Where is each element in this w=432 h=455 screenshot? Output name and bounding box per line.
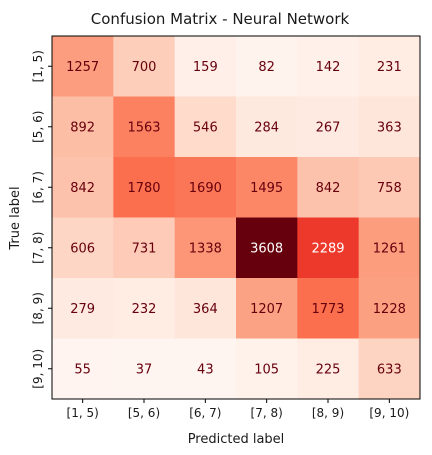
heatmap-cell-value: 758 [377,181,402,196]
heatmap-cell-value: 232 [132,302,157,317]
heatmap-cell-value: 633 [377,362,402,377]
heatmap-cell-value: 546 [193,120,218,135]
x-axis-label: Predicted label [188,432,285,447]
heatmap-cell [236,157,298,218]
heatmap-cell-value: 142 [316,60,341,75]
heatmap-cell [113,278,176,339]
heatmap-cell [52,36,114,97]
y-axis-label: True label [8,186,23,250]
heatmap-cell [52,217,114,279]
heatmap-cell-value: 55 [74,362,91,377]
heatmap-cell [174,36,237,97]
x-tick-label: [1, 5) [67,406,99,420]
heatmap-cell [236,338,298,400]
heatmap-cell-value: 1563 [127,120,160,135]
x-tick-label: [8, 9) [312,406,344,420]
heatmap-cell [113,36,176,97]
heatmap-cell [174,96,237,158]
heatmap-cell-value: 1257 [66,60,99,75]
heatmap-cell [297,338,360,400]
heatmap-cell-value: 2289 [311,241,344,256]
y-axis-ticks: [1, 5) [5, 6) [6, 7) [7, 8) [8, 9) [9, 10) [31,50,52,389]
heatmap-cell-value: 225 [316,362,341,377]
heatmap-cell [236,36,298,97]
heatmap-cell-value: 105 [254,362,279,377]
heatmap-cell [358,278,421,339]
heatmap-cell [174,157,237,218]
y-tick-label: [7, 8) [31,232,45,264]
heatmap-cell [113,217,176,279]
x-tick-label: [6, 7) [189,406,221,420]
x-tick-label: [5, 6) [128,406,160,420]
y-tick-label: [9, 10) [31,349,45,389]
heatmap-cell-value: 842 [316,181,341,196]
heatmap-cell [113,157,176,218]
heatmap-cell [52,338,114,400]
heatmap-cell-value: 606 [70,241,95,256]
x-tick-label: [7, 8) [251,406,283,420]
heatmap-cell [297,278,360,339]
heatmap-cells [52,36,421,400]
heatmap-cell-value: 1773 [311,302,344,317]
heatmap-cell-value: 1780 [127,181,160,196]
heatmap-cell-value: 3608 [250,241,283,256]
heatmap-cell [113,338,176,400]
heatmap-cell [236,217,298,279]
heatmap-cell [52,96,114,158]
heatmap-cell [358,96,421,158]
heatmap-cell-value: 267 [316,120,341,135]
heatmap-cell-value: 1690 [189,181,222,196]
heatmap-cell-value: 1228 [373,302,406,317]
heatmap-cell-value: 37 [136,362,153,377]
heatmap-cell [174,217,237,279]
heatmap-cell-value: 892 [70,120,95,135]
x-axis-ticks: [1, 5) [5, 6) [6, 7) [7, 8) [8, 9) [9, 10) [67,399,409,420]
chart-title: Confusion Matrix - Neural Network [91,10,350,28]
heatmap-cell [297,157,360,218]
heatmap-cell [52,157,114,218]
heatmap-cell [358,217,421,279]
y-tick-label: [8, 9) [31,292,45,324]
heatmap-cell [358,36,421,97]
heatmap-cell-value: 1207 [250,302,283,317]
heatmap-cell [174,278,237,339]
heatmap-cell-value: 279 [70,302,95,317]
y-tick-label: [6, 7) [31,171,45,203]
heatmap-cell [236,96,298,158]
heatmap-cell [236,278,298,339]
heatmap-cell [297,217,360,279]
heatmap-cell-value: 284 [254,120,279,135]
plot-frame [51,35,421,400]
heatmap-cell [358,338,421,400]
heatmap-cell-value: 363 [377,120,402,135]
heatmap-cell [174,338,237,400]
heatmap-cell-value: 700 [132,60,157,75]
heatmap-cell [52,278,114,339]
heatmap-cell-labels: 1257 700 159 82 142 231 892 1563 546 284 267 363 842… [66,60,406,378]
heatmap-cell-value: 731 [132,241,157,256]
y-tick-label: [1, 5) [31,50,45,82]
heatmap-cell-value: 1338 [189,241,222,256]
heatmap-cell-value: 159 [193,60,218,75]
y-tick-label: [5, 6) [31,111,45,143]
heatmap-cell-value: 1261 [373,241,406,256]
heatmap-cell-value: 842 [70,181,95,196]
heatmap-cell-value: 231 [377,60,402,75]
heatmap-cell-value: 364 [193,302,218,317]
heatmap-cell [358,157,421,218]
heatmap-cell [297,96,360,158]
heatmap-cell-value: 43 [197,362,214,377]
heatmap-cell [113,96,176,158]
x-tick-label: [9, 10) [369,406,409,420]
heatmap-cell [297,36,360,97]
heatmap-cell-value: 82 [258,60,275,75]
heatmap-cell-value: 1495 [250,181,283,196]
